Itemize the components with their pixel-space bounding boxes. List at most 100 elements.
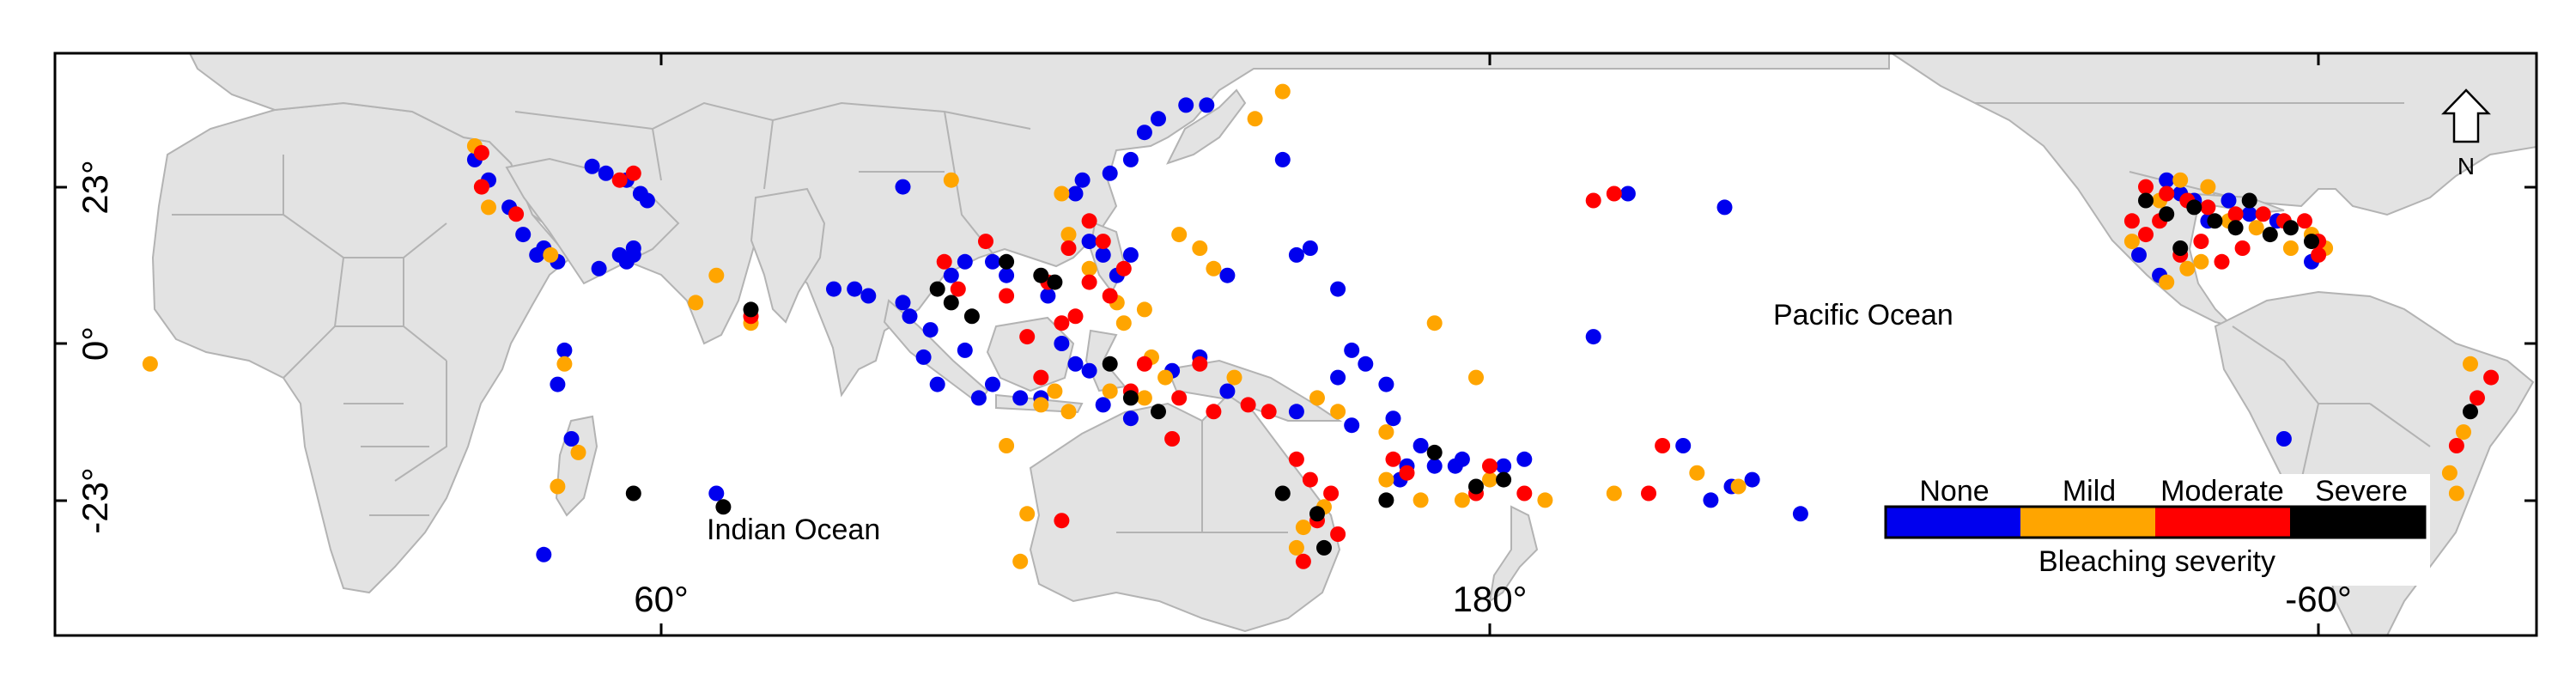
- reef-site-none: [1358, 356, 1374, 372]
- reef-site-severe: [2186, 199, 2202, 216]
- reef-site-moderate: [1019, 329, 1036, 345]
- reef-site-none: [1081, 234, 1097, 250]
- reef-site-moderate: [2138, 227, 2154, 243]
- reef-site-none: [847, 281, 863, 297]
- reef-site-none: [895, 179, 911, 195]
- reef-site-mild: [1730, 478, 1747, 495]
- reef-site-moderate: [1330, 526, 1346, 542]
- reef-site-moderate: [2138, 179, 2154, 195]
- reef-site-moderate: [2227, 206, 2244, 222]
- reef-site-mild: [1206, 260, 1222, 277]
- legend: None Mild Moderate Severe Bleaching seve…: [1880, 474, 2430, 586]
- reef-site-none: [1040, 288, 1056, 304]
- legend-label-severe: Severe: [2315, 475, 2408, 508]
- reef-site-moderate: [1192, 356, 1208, 372]
- reef-site-moderate: [936, 253, 952, 270]
- reef-site-severe: [1468, 478, 1484, 495]
- reef-site-none: [1516, 451, 1533, 467]
- reef-site-none: [708, 485, 725, 502]
- reef-site-none: [1330, 369, 1346, 386]
- reef-site-none: [1716, 199, 1733, 216]
- reef-site-moderate: [1081, 213, 1097, 229]
- reef-site-mild: [2456, 424, 2471, 441]
- reef-site-mild: [2463, 356, 2478, 372]
- reef-site-mild: [1033, 397, 1049, 413]
- reef-site-severe: [1102, 356, 1118, 372]
- legend-swatch-severe: [2290, 507, 2425, 538]
- reef-site-mild: [2123, 234, 2140, 250]
- reef-site-moderate: [2193, 234, 2209, 250]
- reef-site-severe: [999, 253, 1015, 270]
- legend-label-none: None: [1919, 475, 1989, 508]
- reef-site-none: [591, 260, 607, 277]
- reef-site-mild: [556, 356, 573, 372]
- reef-site-none: [2275, 431, 2292, 447]
- reef-site-moderate: [978, 234, 993, 250]
- reef-site-mild: [2193, 253, 2209, 270]
- reef-site-moderate: [2448, 438, 2464, 453]
- reef-site-mild: [1454, 492, 1470, 508]
- reef-site-none: [2159, 172, 2175, 188]
- reef-site-none: [1344, 417, 1360, 434]
- reef-site-severe: [715, 499, 732, 515]
- reef-site-severe: [1309, 506, 1325, 522]
- reef-site-none: [1151, 111, 1166, 127]
- reef-site-none: [1178, 97, 1194, 113]
- country-borders: [172, 101, 2431, 533]
- reef-site-none: [1378, 376, 1394, 392]
- reef-site-moderate: [1606, 185, 1622, 202]
- reef-site-none: [1792, 506, 1808, 522]
- reef-site-none: [929, 376, 945, 392]
- reef-site-mild: [1136, 390, 1152, 406]
- reef-site-moderate: [1095, 234, 1111, 250]
- reef-site-severe: [2262, 227, 2278, 243]
- reef-site-moderate: [1136, 356, 1152, 372]
- reef-site-mild: [688, 295, 704, 311]
- reef-site-none: [1122, 246, 1139, 263]
- reef-site-none: [1067, 185, 1084, 202]
- reef-site-none: [1302, 240, 1318, 256]
- reef-site-moderate: [1102, 288, 1118, 304]
- reef-site-severe: [1122, 390, 1139, 406]
- reef-site-moderate: [999, 288, 1015, 304]
- reef-site-severe: [2207, 213, 2223, 229]
- reef-site-none: [556, 342, 573, 358]
- reef-site-none: [1067, 356, 1084, 372]
- reef-site-severe: [1033, 267, 1049, 283]
- reef-site-moderate: [2255, 206, 2271, 222]
- reef-site-mild: [1378, 424, 1394, 441]
- reef-site-severe: [2138, 192, 2154, 209]
- reef-site-mild: [2200, 179, 2216, 195]
- y-tick-label-minus23: -23°: [75, 467, 115, 534]
- reef-site-none: [1385, 410, 1401, 427]
- reef-site-moderate: [1288, 451, 1304, 467]
- reef-site-moderate: [1060, 240, 1077, 256]
- reef-site-moderate: [1385, 451, 1401, 467]
- reef-site-moderate: [1054, 315, 1070, 331]
- reef-site-mild: [481, 199, 496, 216]
- reef-site-mild: [1413, 492, 1429, 508]
- reef-site-moderate: [2311, 246, 2327, 263]
- reef-site-none: [598, 165, 614, 181]
- reef-site-severe: [2227, 220, 2244, 236]
- reef-site-severe: [1378, 492, 1394, 508]
- reef-site-mild: [2159, 274, 2175, 290]
- reef-site-severe: [1047, 274, 1063, 290]
- reef-site-none: [1274, 151, 1291, 167]
- reef-site-moderate: [1295, 553, 1311, 569]
- india-landmass: [750, 187, 826, 324]
- reef-site-mild: [2172, 172, 2189, 188]
- reef-site-mild: [1330, 404, 1346, 420]
- reef-site-moderate: [625, 165, 641, 181]
- reef-site-mild: [2448, 485, 2464, 502]
- reef-site-none: [895, 295, 911, 311]
- reef-site-mild: [543, 246, 559, 263]
- reef-site-moderate: [1081, 274, 1097, 290]
- reef-site-none: [957, 253, 973, 270]
- reef-site-moderate: [1054, 513, 1070, 529]
- reef-site-mild: [2179, 260, 2196, 277]
- reef-site-mild: [1047, 383, 1063, 399]
- reef-site-none: [1012, 390, 1029, 406]
- reef-site-moderate: [473, 145, 489, 161]
